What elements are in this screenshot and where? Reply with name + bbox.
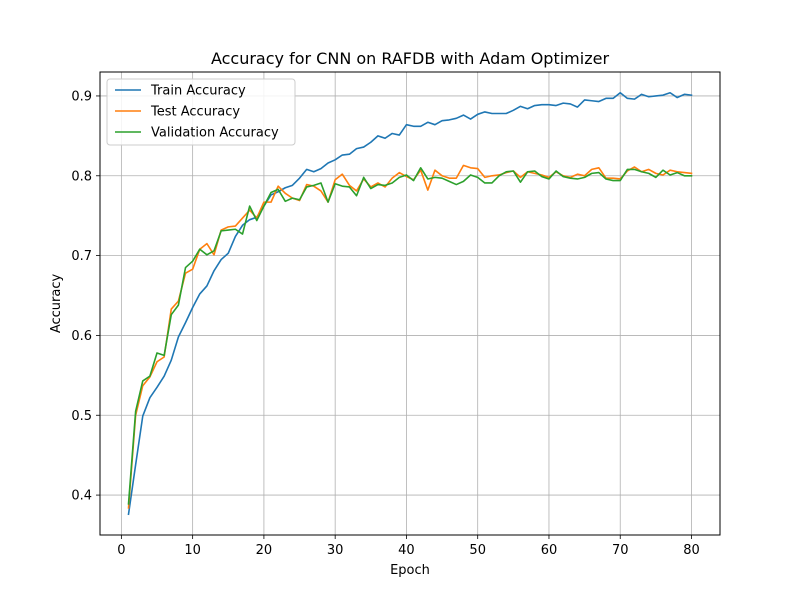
legend-box	[106, 78, 296, 146]
chart-title: Accuracy for CNN on RAFDB with Adam Opti…	[211, 49, 610, 68]
legend: Train Accuracy Test Accuracy Validation Ac…	[106, 78, 296, 146]
y-tick-label: 0.7	[71, 249, 92, 264]
series-line-validation-accuracy	[127, 166, 693, 505]
y-tick-label: 0.5	[71, 409, 92, 424]
y-tick-label: 0.4	[71, 489, 92, 504]
grid	[100, 72, 720, 535]
series-line-train-accuracy	[127, 91, 693, 516]
x-tick-label: 70	[612, 543, 629, 558]
x-axis-label: Epoch	[390, 563, 430, 578]
y-tick-label: 0.6	[71, 329, 92, 344]
x-tick-label: 0	[117, 543, 125, 558]
y-axis-label: Accuracy	[49, 274, 64, 334]
x-tick-label: 20	[256, 543, 273, 558]
legend-label: Test Accuracy	[150, 105, 240, 120]
x-tick-label: 60	[541, 543, 558, 558]
x-tick-label: 50	[469, 543, 486, 558]
x-tick-label: 30	[327, 543, 344, 558]
series-lines	[127, 91, 693, 516]
y-tick-label: 0.9	[71, 89, 92, 104]
x-tick-label: 40	[398, 543, 415, 558]
legend-label: Validation Accuracy	[151, 126, 279, 141]
axis-ticks: 0 10 20 30 40 50 60 70 80 0.4 0.5 0.6 0.7 0.8 0.9	[71, 89, 699, 558]
plot-frame	[99, 71, 721, 536]
x-tick-label: 10	[184, 543, 201, 558]
x-tick-label: 80	[683, 543, 700, 558]
y-tick-label: 0.8	[71, 169, 92, 184]
legend-label: Train Accuracy	[150, 84, 246, 99]
